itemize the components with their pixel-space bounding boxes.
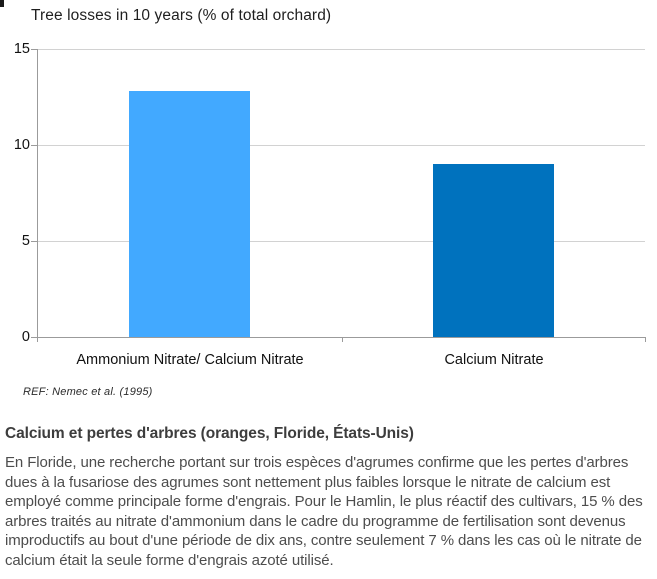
y-axis-tick bbox=[31, 49, 38, 50]
article-body: En Floride, une recherche portant sur tr… bbox=[5, 454, 643, 569]
x-axis-tick bbox=[342, 337, 343, 342]
gridline bbox=[38, 145, 645, 146]
y-axis-tick-label: 15 bbox=[13, 41, 30, 57]
y-axis-tick bbox=[31, 337, 38, 338]
plot-area: 0 5 10 15 Ammonium Nitrate/ Calcium Nitrate C… bbox=[14, 41, 646, 368]
chart-source-reference: REF: Nemec et al. (1995) bbox=[23, 386, 153, 398]
x-axis-category-label: Ammonium Nitrate/ Calcium Nitrate bbox=[76, 352, 304, 368]
bar bbox=[433, 164, 554, 337]
y-axis-tick bbox=[31, 241, 38, 242]
y-axis-tick-label: 10 bbox=[13, 137, 30, 153]
screenshot-corner-artifact bbox=[0, 0, 4, 7]
gridline bbox=[38, 241, 645, 242]
x-axis-baseline bbox=[38, 337, 645, 338]
x-axis-tick bbox=[37, 337, 38, 342]
gridline bbox=[38, 49, 645, 50]
y-axis-line bbox=[37, 49, 38, 342]
x-axis-category-label: Calcium Nitrate bbox=[444, 352, 544, 368]
y-axis-tick-label: 5 bbox=[21, 233, 30, 249]
y-axis-tick bbox=[31, 145, 38, 146]
y-axis-tick-label: 0 bbox=[21, 329, 30, 345]
article-heading: Calcium et pertes d'arbres (oranges, Flo… bbox=[5, 425, 414, 442]
x-axis-tick bbox=[645, 337, 646, 342]
bar bbox=[129, 91, 250, 337]
chart-title: Tree losses in 10 years (% of total orch… bbox=[31, 7, 332, 24]
